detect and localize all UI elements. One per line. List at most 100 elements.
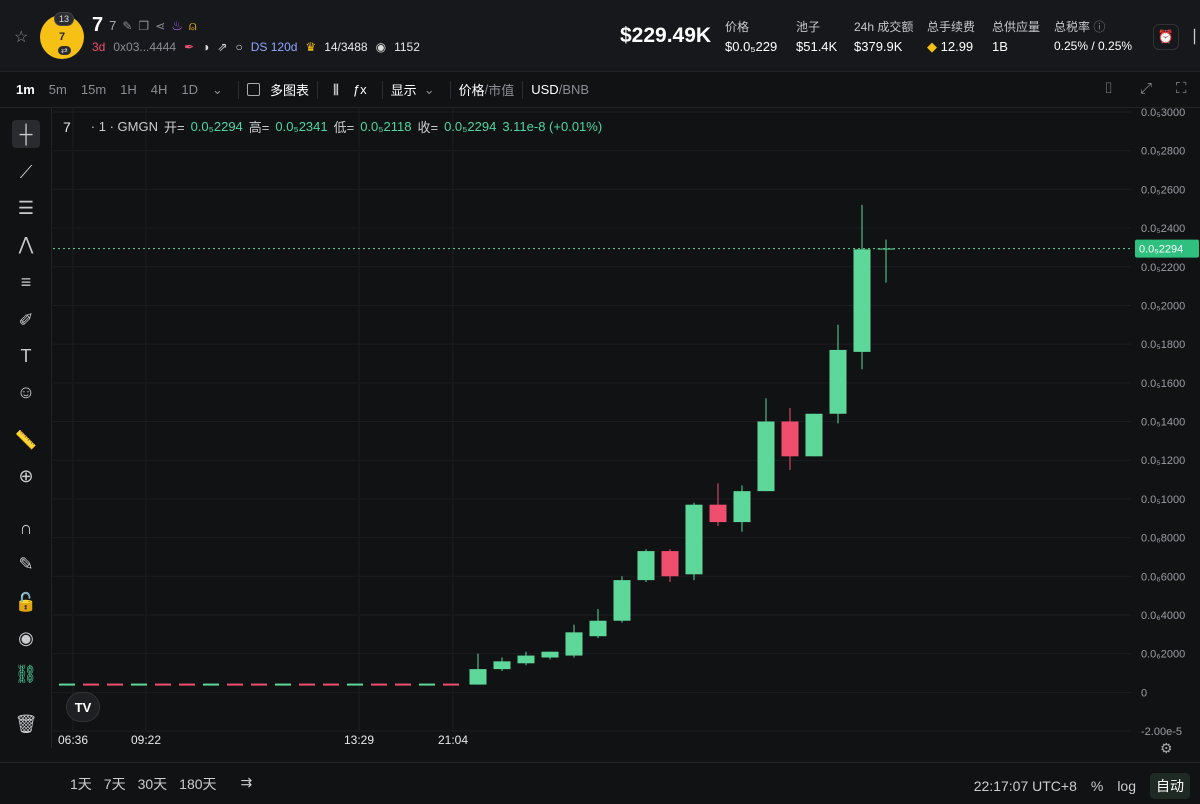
token-address[interactable]: 0x03...4444 [113, 40, 177, 54]
interval-4h[interactable]: 4H [150, 82, 168, 97]
stat-value: 1B [992, 39, 1008, 54]
chart-toolbar: 1m 5m 15m 1H 4H 1D ⌄ 多图表 ⫼ ƒx 显示 ⌄ 价格 / 市值… [0, 72, 1200, 108]
stat-value: $379.9K [854, 39, 903, 54]
candle-body [709, 504, 727, 523]
interval-1d[interactable]: 1D [181, 82, 199, 97]
y-tick-label: 0.0₅1800 [1141, 339, 1185, 351]
alarm-icon: ⏰ [1157, 29, 1175, 44]
fib-icon[interactable]: ≡ [20, 271, 32, 292]
toolbar-divider [237, 80, 239, 99]
bnb-toggle[interactable]: BNB [562, 82, 590, 97]
bnb-coin-icon: ◆ [927, 39, 937, 54]
candle-body [517, 655, 535, 664]
market-cap: $229.49K [620, 24, 712, 47]
date-range-icon[interactable]: ⇉ [240, 773, 253, 790]
stat-label: 价格 [725, 20, 750, 34]
pattern-icon[interactable]: ⋀ [18, 233, 34, 254]
favorite-star-icon[interactable]: ☆ [14, 29, 29, 46]
x-tick-label: 09:22 [131, 733, 161, 747]
share-icon[interactable]: ⋖ [155, 18, 166, 33]
trend-line-icon[interactable]: ⟋ [19, 161, 33, 182]
stat-tax-label: 总税率 [1054, 20, 1091, 34]
brush-icon[interactable]: ✐ [18, 309, 34, 330]
toolbar-divider [316, 80, 318, 99]
expand-icon[interactable]: ⛶ [1176, 80, 1187, 97]
feather-icon[interactable]: ✒ [184, 40, 195, 54]
magnet-icon[interactable]: ∩ [19, 517, 33, 538]
bottom-bar: 1天 7天 30天 180天 ⇉ 22:17:07 UTC+8 % log 自动 [0, 762, 1200, 804]
range-7d[interactable]: 7天 [103, 775, 126, 792]
search-icon[interactable]: ○ [235, 40, 243, 54]
legend-high-label: 高= [248, 120, 270, 135]
settings-gear-icon[interactable]: ⚙ [1160, 740, 1173, 756]
trash-icon[interactable]: 🗑 [14, 713, 38, 734]
help-icon[interactable]: ⓘ [1093, 20, 1106, 34]
candle-body [469, 669, 487, 685]
ruler-icon[interactable]: 📏 [14, 429, 38, 450]
x-tick-label: 06:36 [58, 733, 88, 747]
export-icon[interactable]: ⇗ [217, 40, 228, 54]
candle-body [829, 349, 847, 414]
candle-body [589, 620, 607, 637]
range-1d[interactable]: 1天 [70, 775, 92, 792]
price-toggle[interactable]: 价格 [458, 83, 485, 98]
fullscreen-icon[interactable]: ⤢ [1140, 80, 1153, 97]
interval-1h[interactable]: 1H [120, 82, 137, 97]
emoji-icon[interactable]: ☺ [16, 381, 36, 402]
alarm-button[interactable]: ⏰ [1153, 24, 1179, 50]
stat-volume: 24h 成交额 $379.9K [854, 18, 913, 54]
usd-toggle[interactable]: USD [531, 82, 559, 97]
range-180d[interactable]: 180天 [179, 775, 217, 792]
candle-body [757, 421, 775, 492]
ohlc-legend: 7 · 1 · GMGN 开= 0.0₅2294 高= 0.0₅2341 低= 0.0… [63, 117, 602, 136]
crown-icon: ♛ [305, 40, 317, 54]
interval-15m[interactable]: 15m [80, 82, 107, 97]
legend-close: 0.0₅2294 [444, 119, 497, 134]
candle-body [853, 249, 871, 352]
tradingview-logo[interactable]: TV [66, 692, 100, 722]
interval-1m[interactable]: 1m [16, 82, 35, 97]
auto-scale-toggle[interactable]: 自动 [1150, 773, 1190, 799]
y-tick-label: 0 [1141, 687, 1147, 699]
mcap-toggle[interactable]: 市值 [488, 83, 515, 98]
horizontal-lines-icon[interactable]: ☰ [17, 197, 35, 218]
interval-5m[interactable]: 5m [48, 82, 67, 97]
legend-low-label: 低= [333, 120, 355, 135]
text-icon[interactable]: T [20, 345, 32, 366]
token-meta-row: 3d 0x03...4444 ✒ ◑ ⇗ ○ DS 120d ♛ 14/3488… [92, 40, 420, 54]
candle-body [493, 661, 511, 670]
avatar-count-badge: 13 [54, 12, 75, 26]
link-icon[interactable]: ⛓ [14, 663, 38, 684]
log-toggle[interactable]: log [1117, 778, 1136, 794]
token-title-row: 7 7 ✎ ❐ ⋖ ♨ ⍝ [92, 14, 197, 37]
percent-toggle[interactable]: % [1090, 778, 1104, 794]
eye-visibility-icon[interactable]: ◉ [18, 627, 34, 648]
multi-chart-label: 多图表 [269, 83, 309, 98]
chevron-down-icon[interactable]: ⌄ [423, 81, 435, 97]
crosshair-icon[interactable]: ┼ [12, 120, 40, 148]
token-age: 3d [92, 40, 106, 54]
range-30d[interactable]: 30天 [137, 775, 168, 792]
ds-indicator[interactable]: DS 120d [251, 40, 298, 54]
zoom-in-icon[interactable]: ⊕ [18, 465, 34, 486]
y-tick-label: 0.0₆8000 [1141, 533, 1185, 545]
chart-badge-icon[interactable]: ◑ [202, 40, 210, 54]
edit-icon[interactable]: ✎ [122, 18, 133, 33]
lock-drawing-icon[interactable]: ✎ [18, 553, 34, 574]
toggle-separator: / [484, 82, 489, 97]
stat-value: 0.25% / 0.25% [1054, 39, 1133, 53]
interval-dropdown-icon[interactable]: ⌄ [212, 81, 223, 97]
clock-time[interactable]: 22:17:07 UTC+8 [973, 778, 1077, 794]
multi-chart-checkbox[interactable] [246, 83, 260, 96]
y-tick-label: 0.0₅1000 [1141, 494, 1185, 506]
y-tick-label: 0.0₆2000 [1141, 649, 1185, 661]
display-dropdown[interactable]: 显示 [390, 83, 417, 98]
menu-button[interactable]: ▏ [1186, 24, 1200, 50]
indicators-icon[interactable]: ƒx [352, 82, 367, 97]
y-tick-label: 0.0₆6000 [1141, 571, 1185, 583]
candle-type-icon[interactable]: ⫼ [332, 81, 339, 97]
unlock-icon[interactable]: 🔓 [14, 591, 38, 612]
camera-icon[interactable]: ⌷ [1104, 80, 1114, 97]
price-chart[interactable]: 0.0₅3000 0.0₅2800 0.0₅2600 0.0₅2400 0.0₅2200… [53, 108, 1200, 748]
copy-icon[interactable]: ❐ [138, 18, 150, 33]
